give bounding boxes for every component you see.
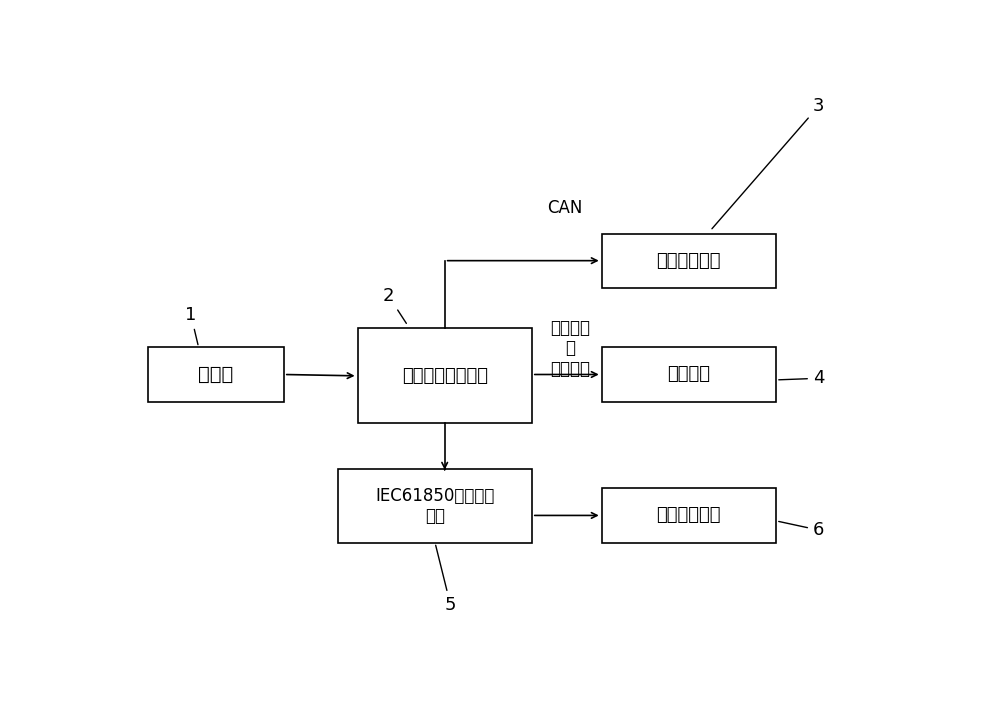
Text: 6: 6 — [779, 521, 824, 539]
Text: 3: 3 — [712, 97, 824, 229]
Text: 传感器: 传感器 — [198, 365, 234, 384]
Text: 数据采集转换模块: 数据采集转换模块 — [402, 367, 488, 385]
Text: 数据分析模块: 数据分析模块 — [657, 506, 721, 524]
Bar — [148, 347, 284, 401]
Bar — [602, 234, 776, 288]
Text: 4: 4 — [779, 370, 824, 387]
Text: 网络接口: 网络接口 — [667, 365, 710, 384]
Text: 1: 1 — [185, 306, 198, 345]
Bar — [358, 328, 532, 423]
Text: IEC61850通讯协议
接口: IEC61850通讯协议 接口 — [375, 486, 495, 525]
Text: 局域网络
或
广域网络: 局域网络 或 广域网络 — [550, 319, 590, 378]
Text: CAN: CAN — [547, 199, 583, 218]
Text: 2: 2 — [383, 287, 406, 323]
Text: 5: 5 — [436, 545, 456, 614]
Bar — [602, 489, 776, 543]
Text: 本地显示模块: 本地显示模块 — [657, 251, 721, 270]
Bar — [338, 470, 532, 543]
Bar — [602, 347, 776, 401]
